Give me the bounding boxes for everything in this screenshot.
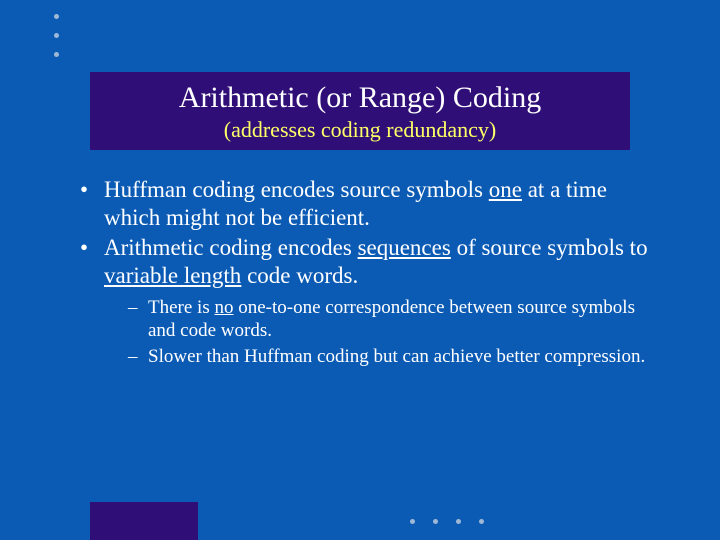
dot-icon	[479, 519, 484, 524]
decor-dots-top	[54, 14, 59, 57]
sub-bullet-item: There is no one-to-one correspondence be…	[104, 296, 656, 342]
dot-icon	[456, 519, 461, 524]
bullet-text: of source symbols to	[451, 235, 648, 260]
bullet-text: Huffman coding encodes source symbols	[104, 177, 489, 202]
sub-bullet-item: Slower than Huffman coding but can achie…	[104, 345, 656, 368]
bullet-text: code words.	[241, 263, 358, 288]
decor-bottom-block	[90, 502, 198, 540]
slide-title: Arithmetic (or Range) Coding	[179, 81, 541, 116]
title-bar: Arithmetic (or Range) Coding (addresses …	[90, 72, 630, 150]
decor-dots-bottom	[410, 519, 484, 524]
bullet-underline: no	[214, 297, 233, 318]
dot-icon	[433, 519, 438, 524]
slide-subtitle: (addresses coding redundancy)	[224, 117, 496, 143]
bullet-underline: one	[489, 177, 522, 202]
bullet-underline: sequences	[358, 235, 451, 260]
bullet-item: Huffman coding encodes source symbols on…	[76, 176, 656, 232]
dot-icon	[54, 33, 59, 38]
bullet-underline: variable length	[104, 263, 241, 288]
bullet-text: Arithmetic coding encodes	[104, 235, 358, 260]
bullet-text: Slower than Huffman coding but can achie…	[148, 346, 645, 367]
bullet-item: Arithmetic coding encodes sequences of s…	[76, 234, 656, 368]
slide: Arithmetic (or Range) Coding (addresses …	[0, 0, 720, 540]
dot-icon	[54, 14, 59, 19]
dot-icon	[54, 52, 59, 57]
bullet-text: There is	[148, 297, 214, 318]
slide-content: Huffman coding encodes source symbols on…	[76, 176, 656, 370]
dot-icon	[410, 519, 415, 524]
